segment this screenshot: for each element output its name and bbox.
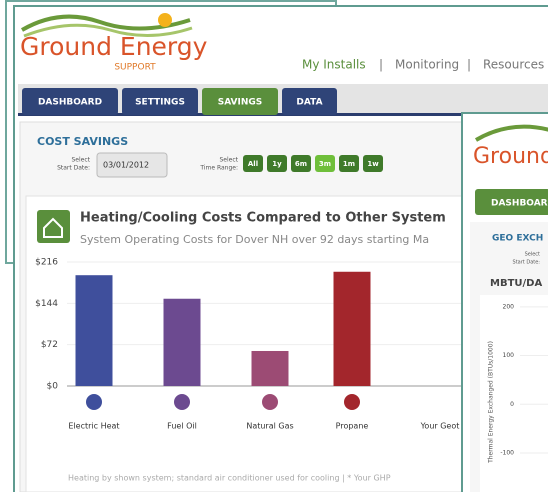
x-tick-label: Propane: [336, 422, 369, 431]
logo-swoosh: [23, 23, 193, 38]
range-button[interactable]: [339, 155, 359, 172]
footnote: Heating by shown system; standard air co…: [68, 474, 391, 483]
select-label: Start Date:: [57, 165, 90, 172]
overlay-logo: Ground: [473, 144, 548, 169]
range-button[interactable]: [243, 155, 263, 172]
range-label[interactable]: 3m: [319, 160, 331, 168]
tab[interactable]: [122, 88, 198, 115]
overlay-y-tick: 200: [503, 303, 515, 310]
overlay-y-tick: 0: [510, 401, 514, 408]
select-label: Time Range:: [199, 165, 238, 172]
tab-label[interactable]: SETTINGS: [135, 98, 185, 108]
y-tick-label: $72: [41, 340, 58, 350]
chart-icon: [37, 210, 70, 243]
range-label[interactable]: 1m: [343, 160, 355, 168]
date-input[interactable]: [96, 152, 168, 178]
overlay-y-tick: 100: [503, 352, 515, 359]
section-title: COST SAVINGS: [37, 135, 128, 148]
overlay-section: GEO EXCH: [492, 234, 543, 244]
x-tick-label: Fuel Oil: [167, 422, 197, 431]
date-value[interactable]: 03/01/2012: [103, 161, 149, 170]
overlay-tab-label[interactable]: DASHBOARD: [491, 199, 548, 209]
category-icon: [86, 394, 102, 410]
category-icon: [174, 394, 190, 410]
overlay-tab[interactable]: [475, 189, 548, 215]
range-label[interactable]: All: [248, 160, 258, 168]
logo-sub: SUPPORT: [114, 63, 156, 73]
y-tick-label: $0: [47, 382, 59, 392]
bar: [251, 350, 289, 386]
tab-label[interactable]: DATA: [296, 98, 322, 108]
category-icon: [344, 394, 360, 410]
bar: [333, 271, 371, 386]
x-tick-label: Your Geot: [420, 422, 460, 431]
tab[interactable]: [202, 88, 278, 115]
overlay-ylabel: Thermal Energy Exchanged (BTUs/1000): [488, 341, 495, 464]
bar: [75, 275, 113, 386]
x-tick-label: Electric Heat: [68, 422, 119, 431]
range-label[interactable]: 1w: [367, 160, 379, 168]
bar: [163, 298, 201, 386]
tab-label[interactable]: DASHBOARD: [38, 98, 102, 108]
tab[interactable]: [282, 88, 337, 115]
range-label[interactable]: 6m: [295, 160, 307, 168]
range-button[interactable]: [315, 155, 335, 172]
select-label: Select: [525, 252, 540, 258]
logo-sun: [158, 13, 172, 27]
select-label: Select: [71, 157, 90, 164]
tab[interactable]: [22, 88, 118, 115]
y-tick-label: $144: [35, 299, 58, 309]
x-tick-label: Natural Gas: [246, 422, 293, 431]
overlay-chart-title: MBTU/DA: [490, 278, 542, 289]
range-button[interactable]: [363, 155, 383, 172]
chart-icon-house: [43, 217, 63, 238]
overlay-y-tick: -100: [500, 450, 514, 457]
nav-link[interactable]: Monitoring: [395, 58, 459, 72]
chart-title: Heating/Cooling Costs Compared to Other …: [80, 211, 446, 226]
range-button[interactable]: [291, 155, 311, 172]
logo-swoosh: [20, 14, 191, 32]
select-label: Select: [219, 157, 238, 164]
overlay-chart: [480, 295, 548, 492]
tab-line: [18, 113, 548, 116]
chart-subtitle: System Operating Costs for Dover NH over…: [80, 233, 429, 246]
nav-link[interactable]: Resources: [483, 58, 544, 72]
tab-label[interactable]: SAVINGS: [218, 98, 263, 108]
nav-separator: |: [467, 58, 471, 72]
range-button[interactable]: [267, 155, 287, 172]
category-icon: [262, 394, 278, 410]
nav-separator: |: [379, 58, 383, 72]
logo-swoosh: [474, 124, 548, 142]
select-label: Start Date:: [513, 260, 541, 266]
nav-link[interactable]: My Installs: [302, 58, 366, 72]
range-label[interactable]: 1y: [272, 160, 282, 168]
logo: Ground Energy: [20, 32, 208, 61]
y-tick-label: $216: [35, 258, 58, 268]
